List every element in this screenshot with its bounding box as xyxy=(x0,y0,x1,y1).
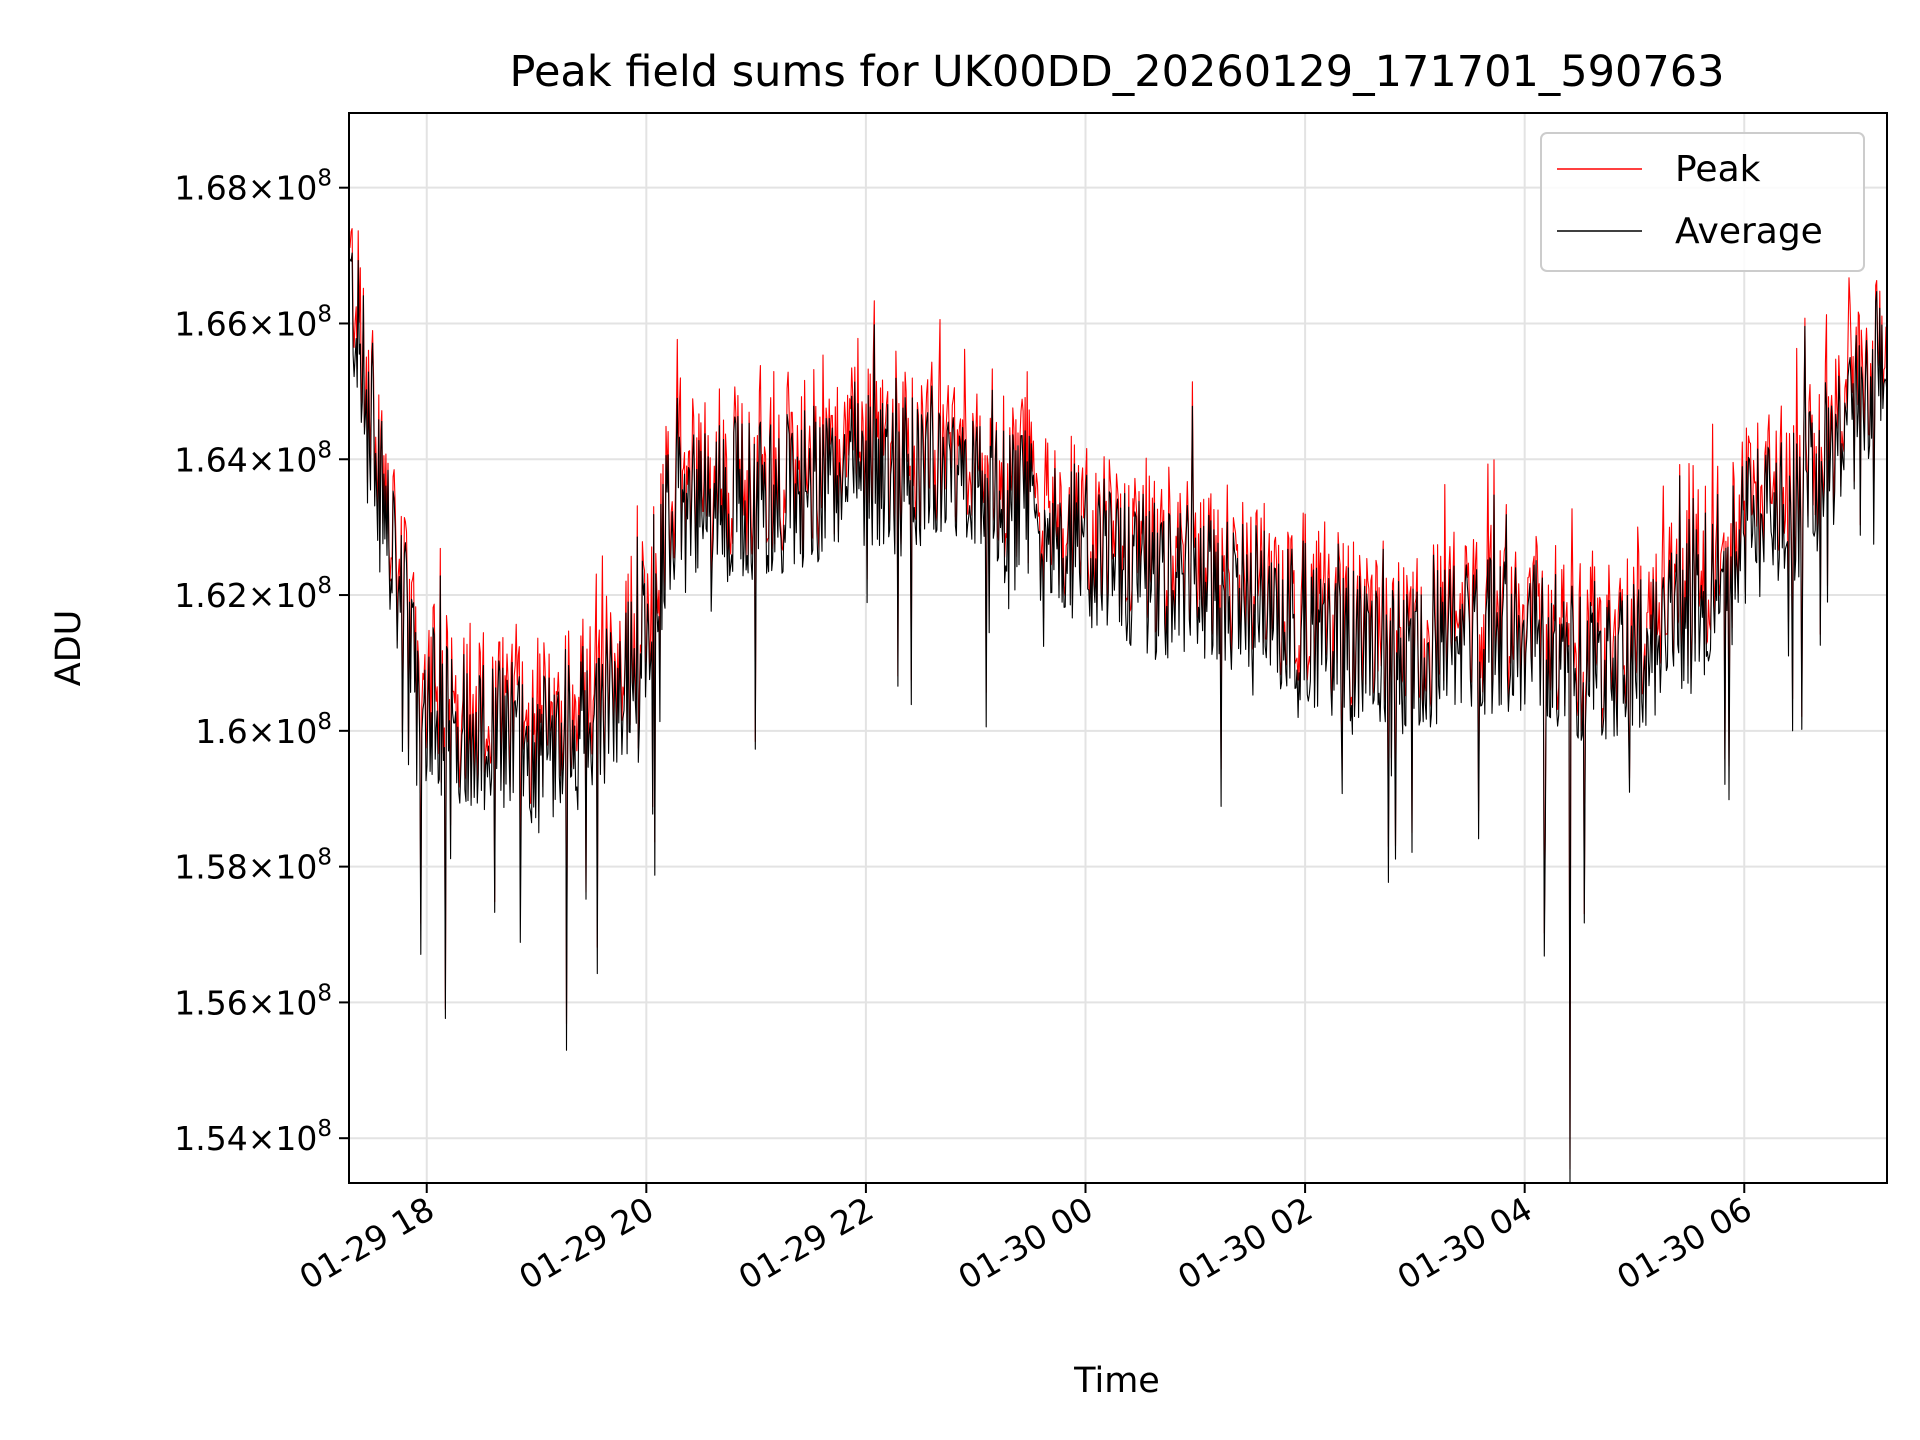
legend-label-average: Average xyxy=(1675,211,1823,252)
y-tick-label: 1.58×108 xyxy=(174,845,332,887)
y-axis-ticks: 1.54×108 1.56×108 1.58×108 1.6×108 1.62×108 1… xyxy=(174,166,349,1158)
legend-box xyxy=(1540,132,1865,272)
chart-title: Peak field sums for UK00DD_20260129_1717… xyxy=(510,47,1725,97)
y-tick-label: 1.56×108 xyxy=(174,980,332,1022)
plot-lines xyxy=(348,228,1888,1183)
plot-frame xyxy=(348,112,1888,1184)
y-axis-label: ADU xyxy=(49,610,89,687)
y-tick-label: 1.64×108 xyxy=(174,437,332,479)
y-tick-label: 1.68×108 xyxy=(174,166,332,208)
grid xyxy=(349,113,1887,1183)
legend: Peak Average xyxy=(1540,132,1865,272)
legend-label-peak: Peak xyxy=(1675,149,1761,190)
y-tick-label: 1.6×108 xyxy=(195,709,332,751)
y-tick-label: 1.62×108 xyxy=(174,573,332,615)
series-line-average xyxy=(348,252,1888,1183)
x-axis-label: Time xyxy=(1073,1361,1160,1401)
y-tick-label: 1.66×108 xyxy=(174,301,332,343)
y-tick-label: 1.54×108 xyxy=(174,1116,332,1158)
